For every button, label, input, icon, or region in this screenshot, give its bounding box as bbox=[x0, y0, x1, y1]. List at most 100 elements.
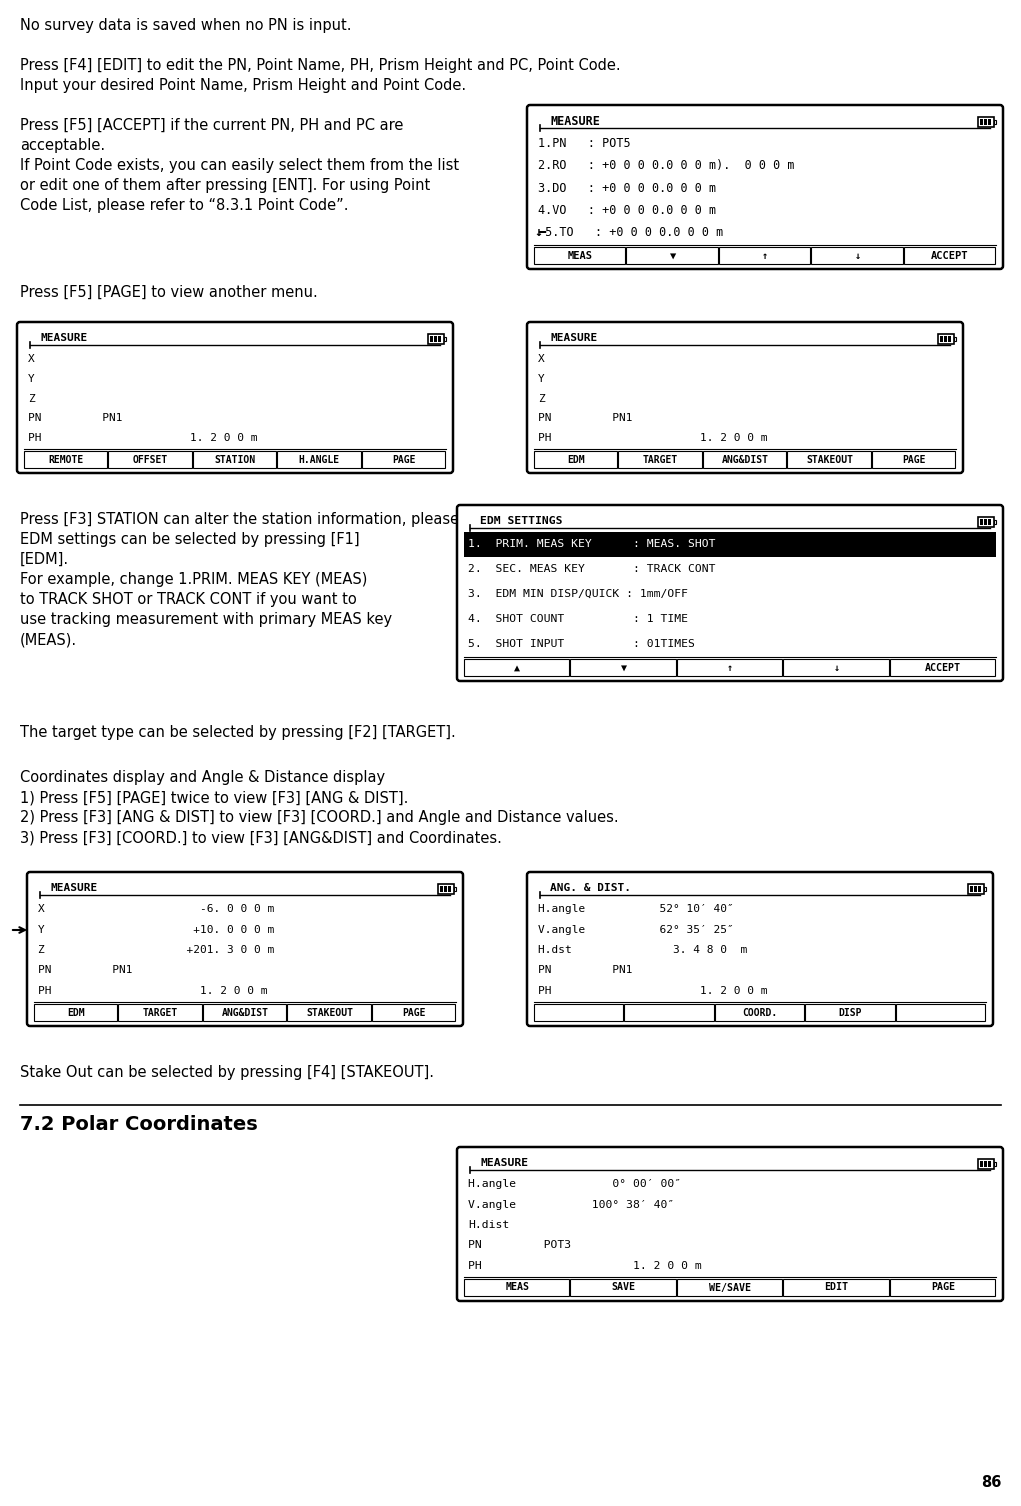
Bar bbox=[625, 1005, 714, 1021]
Text: 3.DO   : +0 0 0 0.0 0 0 m: 3.DO : +0 0 0 0.0 0 0 m bbox=[538, 182, 716, 194]
Text: ↑: ↑ bbox=[727, 663, 733, 673]
Bar bbox=[287, 1005, 371, 1021]
Text: STAKEOUT: STAKEOUT bbox=[306, 1008, 353, 1018]
Bar bbox=[434, 336, 437, 342]
Bar bbox=[118, 1005, 202, 1021]
Text: COORD.: COORD. bbox=[742, 1008, 778, 1018]
Text: Y: Y bbox=[28, 373, 35, 384]
Text: ANG&DIST: ANG&DIST bbox=[222, 1008, 269, 1018]
Bar bbox=[448, 886, 451, 892]
Text: PH                      1. 2 0 0 m: PH 1. 2 0 0 m bbox=[538, 986, 768, 995]
Bar bbox=[438, 884, 454, 895]
Text: EDM: EDM bbox=[67, 1008, 85, 1018]
Text: PH                      1. 2 0 0 m: PH 1. 2 0 0 m bbox=[38, 986, 268, 995]
Bar bbox=[889, 1279, 995, 1297]
Bar bbox=[984, 119, 987, 125]
Bar bbox=[361, 450, 445, 468]
Bar bbox=[444, 886, 447, 892]
Text: Y                      +10. 0 0 0 m: Y +10. 0 0 0 m bbox=[38, 925, 275, 935]
Text: 4.VO   : +0 0 0 0.0 0 0 m: 4.VO : +0 0 0 0.0 0 0 m bbox=[538, 203, 716, 217]
Text: Stake Out can be selected by pressing [F4] [STAKEOUT].: Stake Out can be selected by pressing [F… bbox=[20, 1065, 434, 1080]
Text: For example, change 1.PRIM. MEAS KEY (MEAS): For example, change 1.PRIM. MEAS KEY (ME… bbox=[20, 572, 368, 587]
Text: Z: Z bbox=[28, 393, 35, 404]
Bar bbox=[783, 660, 888, 676]
Text: H.dst               3. 4 8 0  m: H.dst 3. 4 8 0 m bbox=[538, 944, 747, 955]
Text: or edit one of them after pressing [ENT]. For using Point: or edit one of them after pressing [ENT]… bbox=[20, 178, 430, 193]
Bar bbox=[108, 450, 192, 468]
Text: acceptable.: acceptable. bbox=[20, 139, 105, 154]
Bar bbox=[571, 660, 676, 676]
FancyBboxPatch shape bbox=[527, 872, 993, 1026]
Text: Input your desired Point Name, Prism Height and Point Code.: Input your desired Point Name, Prism Hei… bbox=[20, 78, 467, 93]
Text: PAGE: PAGE bbox=[902, 455, 926, 464]
FancyBboxPatch shape bbox=[527, 105, 1003, 270]
FancyBboxPatch shape bbox=[527, 322, 963, 473]
Text: EDIT: EDIT bbox=[824, 1283, 848, 1292]
Text: X: X bbox=[538, 354, 545, 364]
Text: 2) Press [F3] [ANG & DIST] to view [F3] [COORD.] and Angle and Distance values.: 2) Press [F3] [ANG & DIST] to view [F3] … bbox=[20, 810, 619, 825]
Bar bbox=[454, 887, 456, 892]
Text: Press [F4] [EDIT] to edit the PN, Point Name, PH, Prism Height and PC, Point Cod: Press [F4] [EDIT] to edit the PN, Point … bbox=[20, 59, 621, 72]
Text: The target type can be selected by pressing [F2] [TARGET].: The target type can be selected by press… bbox=[20, 724, 455, 739]
Text: 86: 86 bbox=[980, 1474, 1001, 1489]
Bar bbox=[970, 886, 973, 892]
Text: 1.  PRIM. MEAS KEY      : MEAS. SHOT: 1. PRIM. MEAS KEY : MEAS. SHOT bbox=[468, 539, 716, 550]
Text: Z: Z bbox=[538, 393, 545, 404]
Text: Code List, please refer to “8.3.1 Point Code”.: Code List, please refer to “8.3.1 Point … bbox=[20, 197, 348, 212]
Bar bbox=[428, 334, 444, 343]
Text: MEASURE: MEASURE bbox=[480, 1158, 528, 1169]
Bar bbox=[440, 886, 443, 892]
Text: 5.  SHOT INPUT          : 01TIMES: 5. SHOT INPUT : 01TIMES bbox=[468, 639, 695, 649]
Bar bbox=[571, 1279, 676, 1297]
Text: PN         PN1: PN PN1 bbox=[538, 965, 632, 976]
Bar bbox=[949, 336, 951, 342]
Text: ANG&DIST: ANG&DIST bbox=[722, 455, 769, 464]
Text: 7.2 Polar Coordinates: 7.2 Polar Coordinates bbox=[20, 1114, 257, 1134]
Text: Press [F5] [PAGE] to view another menu.: Press [F5] [PAGE] to view another menu. bbox=[20, 285, 318, 300]
Bar bbox=[988, 119, 991, 125]
Bar bbox=[978, 517, 994, 527]
Text: ▼: ▼ bbox=[670, 250, 676, 261]
Text: DISP: DISP bbox=[838, 1008, 862, 1018]
Bar bbox=[954, 337, 956, 340]
Bar bbox=[978, 886, 981, 892]
FancyBboxPatch shape bbox=[27, 872, 463, 1026]
Bar bbox=[677, 1279, 782, 1297]
Text: H.angle              0° 00′ 00″: H.angle 0° 00′ 00″ bbox=[468, 1179, 681, 1190]
Text: Y: Y bbox=[538, 373, 545, 384]
Text: V.angle           100° 38′ 40″: V.angle 100° 38′ 40″ bbox=[468, 1200, 674, 1209]
Text: Press [F3] STATION can alter the station information, please refer to 9.1.: Press [F3] STATION can alter the station… bbox=[20, 512, 550, 527]
Bar bbox=[372, 1005, 455, 1021]
Bar bbox=[25, 450, 107, 468]
Text: TARGET: TARGET bbox=[143, 1008, 179, 1018]
Text: H.ANGLE: H.ANGLE bbox=[299, 455, 340, 464]
Bar bbox=[193, 450, 277, 468]
Text: use tracking measurement with primary MEAS key: use tracking measurement with primary ME… bbox=[20, 611, 392, 626]
Bar bbox=[940, 336, 943, 342]
Bar bbox=[988, 520, 991, 526]
Text: SAVE: SAVE bbox=[612, 1283, 636, 1292]
FancyBboxPatch shape bbox=[457, 505, 1003, 681]
Text: 4.  SHOT COUNT          : 1 TIME: 4. SHOT COUNT : 1 TIME bbox=[468, 614, 688, 623]
Text: No survey data is saved when no PN is input.: No survey data is saved when no PN is in… bbox=[20, 18, 351, 33]
Bar bbox=[534, 450, 618, 468]
Text: 1.PN   : POT5: 1.PN : POT5 bbox=[538, 137, 631, 149]
Text: ↓: ↓ bbox=[534, 226, 542, 239]
Text: [EDM].: [EDM]. bbox=[20, 553, 69, 566]
Text: MEASURE: MEASURE bbox=[550, 333, 597, 343]
Bar bbox=[277, 450, 360, 468]
Bar bbox=[988, 1161, 991, 1167]
FancyBboxPatch shape bbox=[457, 1148, 1003, 1301]
Bar bbox=[464, 1279, 570, 1297]
Bar bbox=[812, 247, 903, 264]
Text: TARGET: TARGET bbox=[643, 455, 678, 464]
Bar bbox=[938, 334, 954, 343]
Text: STAKEOUT: STAKEOUT bbox=[806, 455, 853, 464]
Bar bbox=[627, 247, 718, 264]
Text: ↑: ↑ bbox=[762, 250, 768, 261]
Bar bbox=[677, 660, 782, 676]
Bar bbox=[872, 450, 955, 468]
Bar bbox=[984, 887, 986, 892]
Text: (MEAS).: (MEAS). bbox=[20, 633, 78, 648]
Text: ACCEPT: ACCEPT bbox=[925, 663, 961, 673]
